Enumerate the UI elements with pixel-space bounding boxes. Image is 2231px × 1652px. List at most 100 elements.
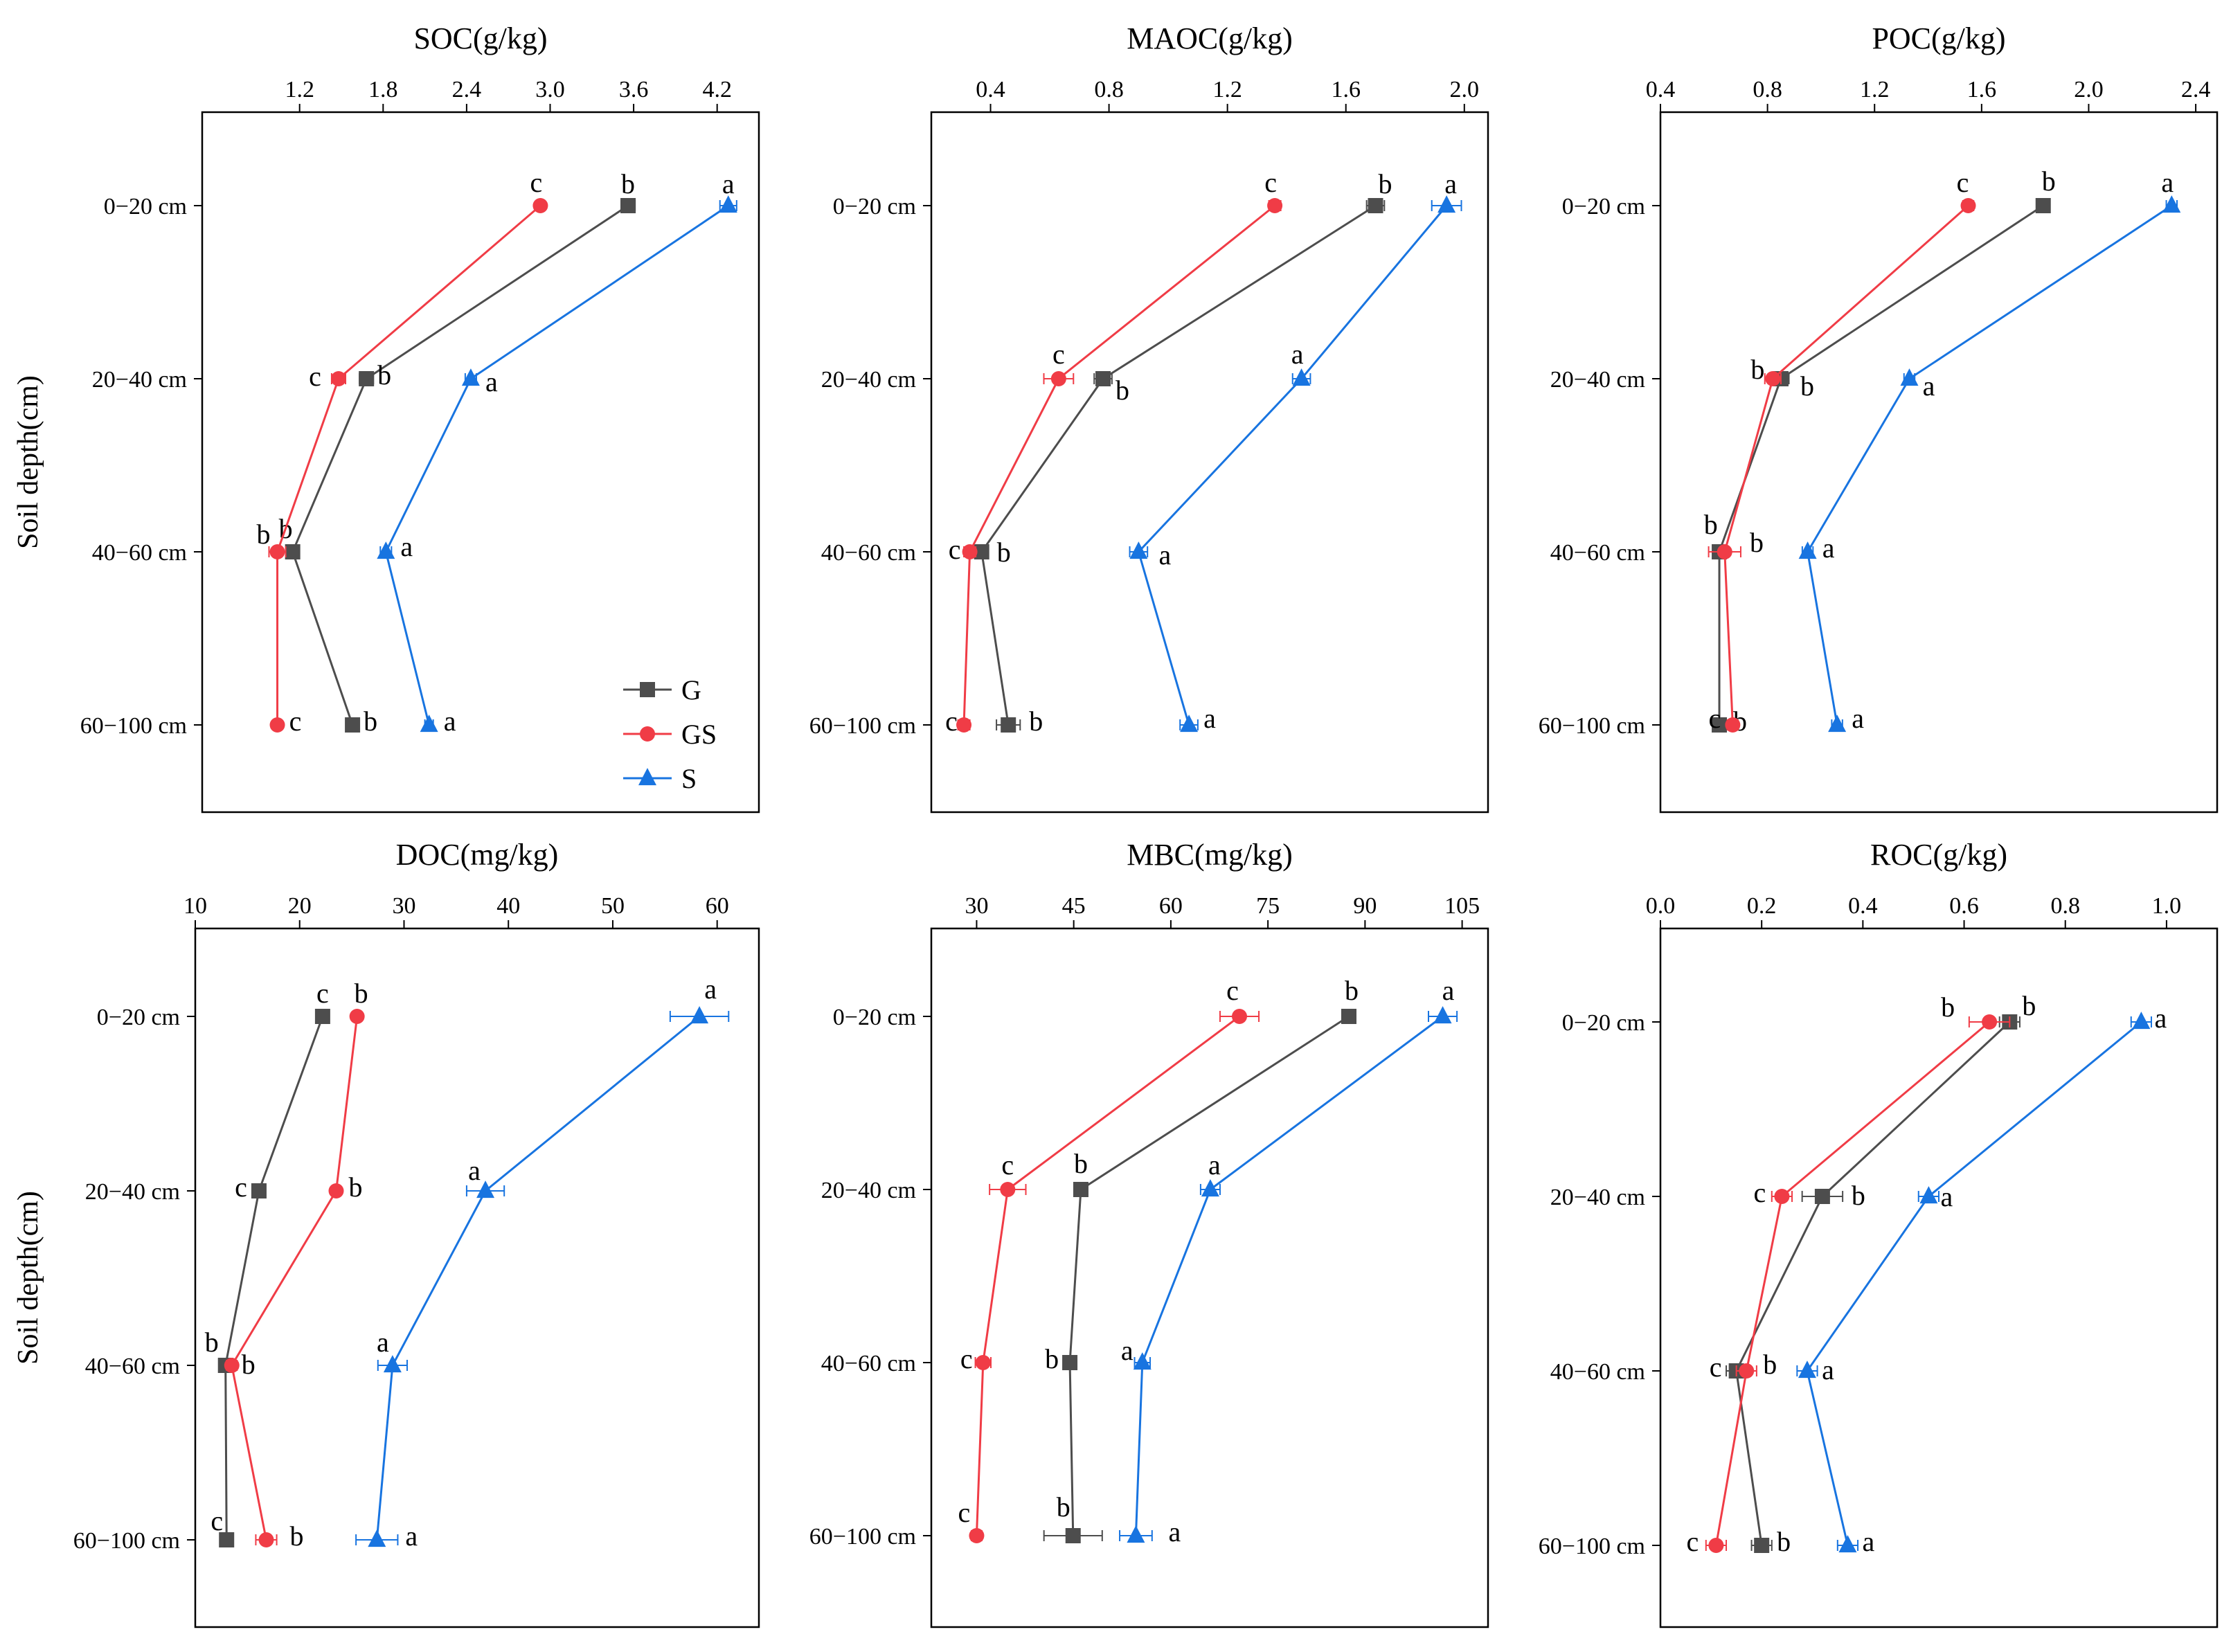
significance-letter: b — [1704, 509, 1718, 540]
x-tick-label: 90 — [1353, 893, 1377, 919]
y-tick-label: 0−20 cm — [1562, 194, 1645, 219]
series-line — [1735, 1021, 2011, 1546]
significance-letter: a — [405, 1520, 418, 1552]
series-gs: c c c c — [945, 167, 1283, 737]
significance-letter: c — [1754, 1177, 1766, 1208]
significance-letter: a — [400, 531, 413, 562]
x-tick-label: 2.4 — [452, 77, 482, 102]
x-tick-label: 45 — [1062, 893, 1086, 919]
significance-letter: b — [1045, 1343, 1059, 1374]
data-point — [269, 717, 285, 733]
significance-letter: b — [1029, 706, 1043, 737]
legend-label: GS — [681, 719, 717, 750]
data-point — [690, 1006, 709, 1024]
significance-letter: c — [1226, 975, 1239, 1006]
data-point — [328, 1183, 344, 1198]
data-point — [2162, 195, 2181, 213]
data-point — [1798, 1361, 1816, 1379]
significance-letter: c — [1264, 167, 1277, 198]
data-point — [719, 195, 737, 213]
x-tick-label: 1.2 — [1212, 77, 1242, 102]
x-tick-label: 30 — [965, 893, 988, 919]
series-line — [1723, 204, 1969, 726]
data-point — [1814, 1189, 1830, 1204]
x-tick-label: 75 — [1256, 893, 1280, 919]
significance-letter: c — [210, 1505, 223, 1536]
data-point — [1828, 715, 1847, 733]
data-point — [349, 1009, 365, 1024]
data-point — [1717, 544, 1732, 559]
y-tick-label: 60−100 cm — [73, 1528, 180, 1554]
x-tick-label: 0.0 — [1646, 893, 1676, 919]
series-line — [1137, 205, 1448, 726]
data-point — [383, 1355, 402, 1373]
data-point — [1725, 717, 1741, 733]
series-gs: c c c c — [958, 975, 1260, 1543]
data-point — [1712, 717, 1728, 733]
significance-letter: a — [1169, 1516, 1181, 1547]
significance-letter: b — [1941, 991, 1955, 1023]
significance-letter: b — [621, 168, 635, 199]
significance-letter: b — [349, 1171, 363, 1203]
significance-letter: a — [2154, 1003, 2167, 1034]
series-line — [384, 204, 729, 726]
series-line — [231, 1016, 359, 1541]
significance-letter: a — [377, 1327, 389, 1358]
data-point — [1095, 371, 1111, 386]
significance-letter: a — [444, 706, 456, 737]
significance-letter: a — [1940, 1181, 1953, 1212]
significance-letter: c — [945, 706, 958, 737]
significance-letter: b — [1750, 527, 1764, 558]
significance-letter: a — [1291, 339, 1304, 370]
x-tick-label: 40 — [496, 893, 520, 919]
y-tick-label: 20−40 cm — [1550, 367, 1645, 393]
data-point — [620, 198, 636, 213]
data-point — [368, 1529, 386, 1547]
data-point — [1062, 1355, 1078, 1370]
x-tick-label: 3.6 — [619, 77, 649, 102]
chart-panel-soc: SOC(g/kg) 1.2 1.8 2.4 3.0 3.6 4.2 0−20 cm 20−40 … — [12, 21, 760, 814]
x-tick-label: 2.4 — [2181, 77, 2211, 102]
data-point — [1292, 368, 1311, 386]
data-point — [975, 1355, 991, 1370]
series-g: b b b b — [1043, 975, 1359, 1543]
significance-letter: b — [1074, 1148, 1088, 1179]
series-s: a a a a — [1129, 168, 1462, 734]
data-point — [1919, 1186, 1938, 1204]
x-tick-label: 2.0 — [2074, 77, 2104, 102]
y-tick-label: 20−40 cm — [92, 367, 187, 393]
data-point — [330, 371, 346, 386]
legend-marker — [640, 682, 655, 697]
panel-title: MAOC(g/kg) — [1127, 21, 1293, 55]
data-point — [1433, 1006, 1452, 1024]
data-point — [219, 1532, 235, 1547]
data-point — [420, 715, 438, 733]
significance-letter: a — [1158, 539, 1171, 571]
series-gs: b b b b — [224, 978, 368, 1552]
data-point — [314, 1009, 330, 1024]
significance-letter: c — [1957, 167, 1969, 198]
significance-letter: b — [1800, 370, 1814, 402]
significance-letter: a — [1852, 703, 1864, 734]
significance-letter: b — [257, 519, 271, 550]
chart-panel-roc: ROC(g/kg) 0.0 0.2 0.4 0.6 0.8 1.0 0−20 cm 20−40 … — [1539, 838, 2219, 1628]
data-point — [258, 1532, 274, 1547]
x-tick-label: 0.8 — [1094, 77, 1124, 102]
series-gs: b c b c — [1687, 991, 2011, 1557]
y-tick-label: 20−40 cm — [1550, 1185, 1645, 1210]
x-tick-label: 30 — [392, 893, 415, 919]
significance-letter: c — [1052, 339, 1065, 370]
data-point — [1180, 715, 1199, 733]
y-tick-label: 0−20 cm — [104, 194, 187, 219]
series-g: b b b b — [1712, 165, 2056, 737]
significance-letter: b — [1750, 354, 1764, 385]
panel-title: MBC(mg/kg) — [1127, 838, 1293, 872]
significance-letter: b — [1345, 975, 1359, 1006]
chart-panels: SOC(g/kg) 1.2 1.8 2.4 3.0 3.6 4.2 0−20 cm 20−40 … — [12, 21, 2219, 1628]
y-tick-label: 0−20 cm — [833, 1005, 916, 1030]
x-tick-label: 60 — [1159, 893, 1183, 919]
series-line — [224, 1016, 324, 1541]
x-tick-label: 1.2 — [285, 77, 314, 102]
significance-letter: b — [1763, 1349, 1777, 1380]
